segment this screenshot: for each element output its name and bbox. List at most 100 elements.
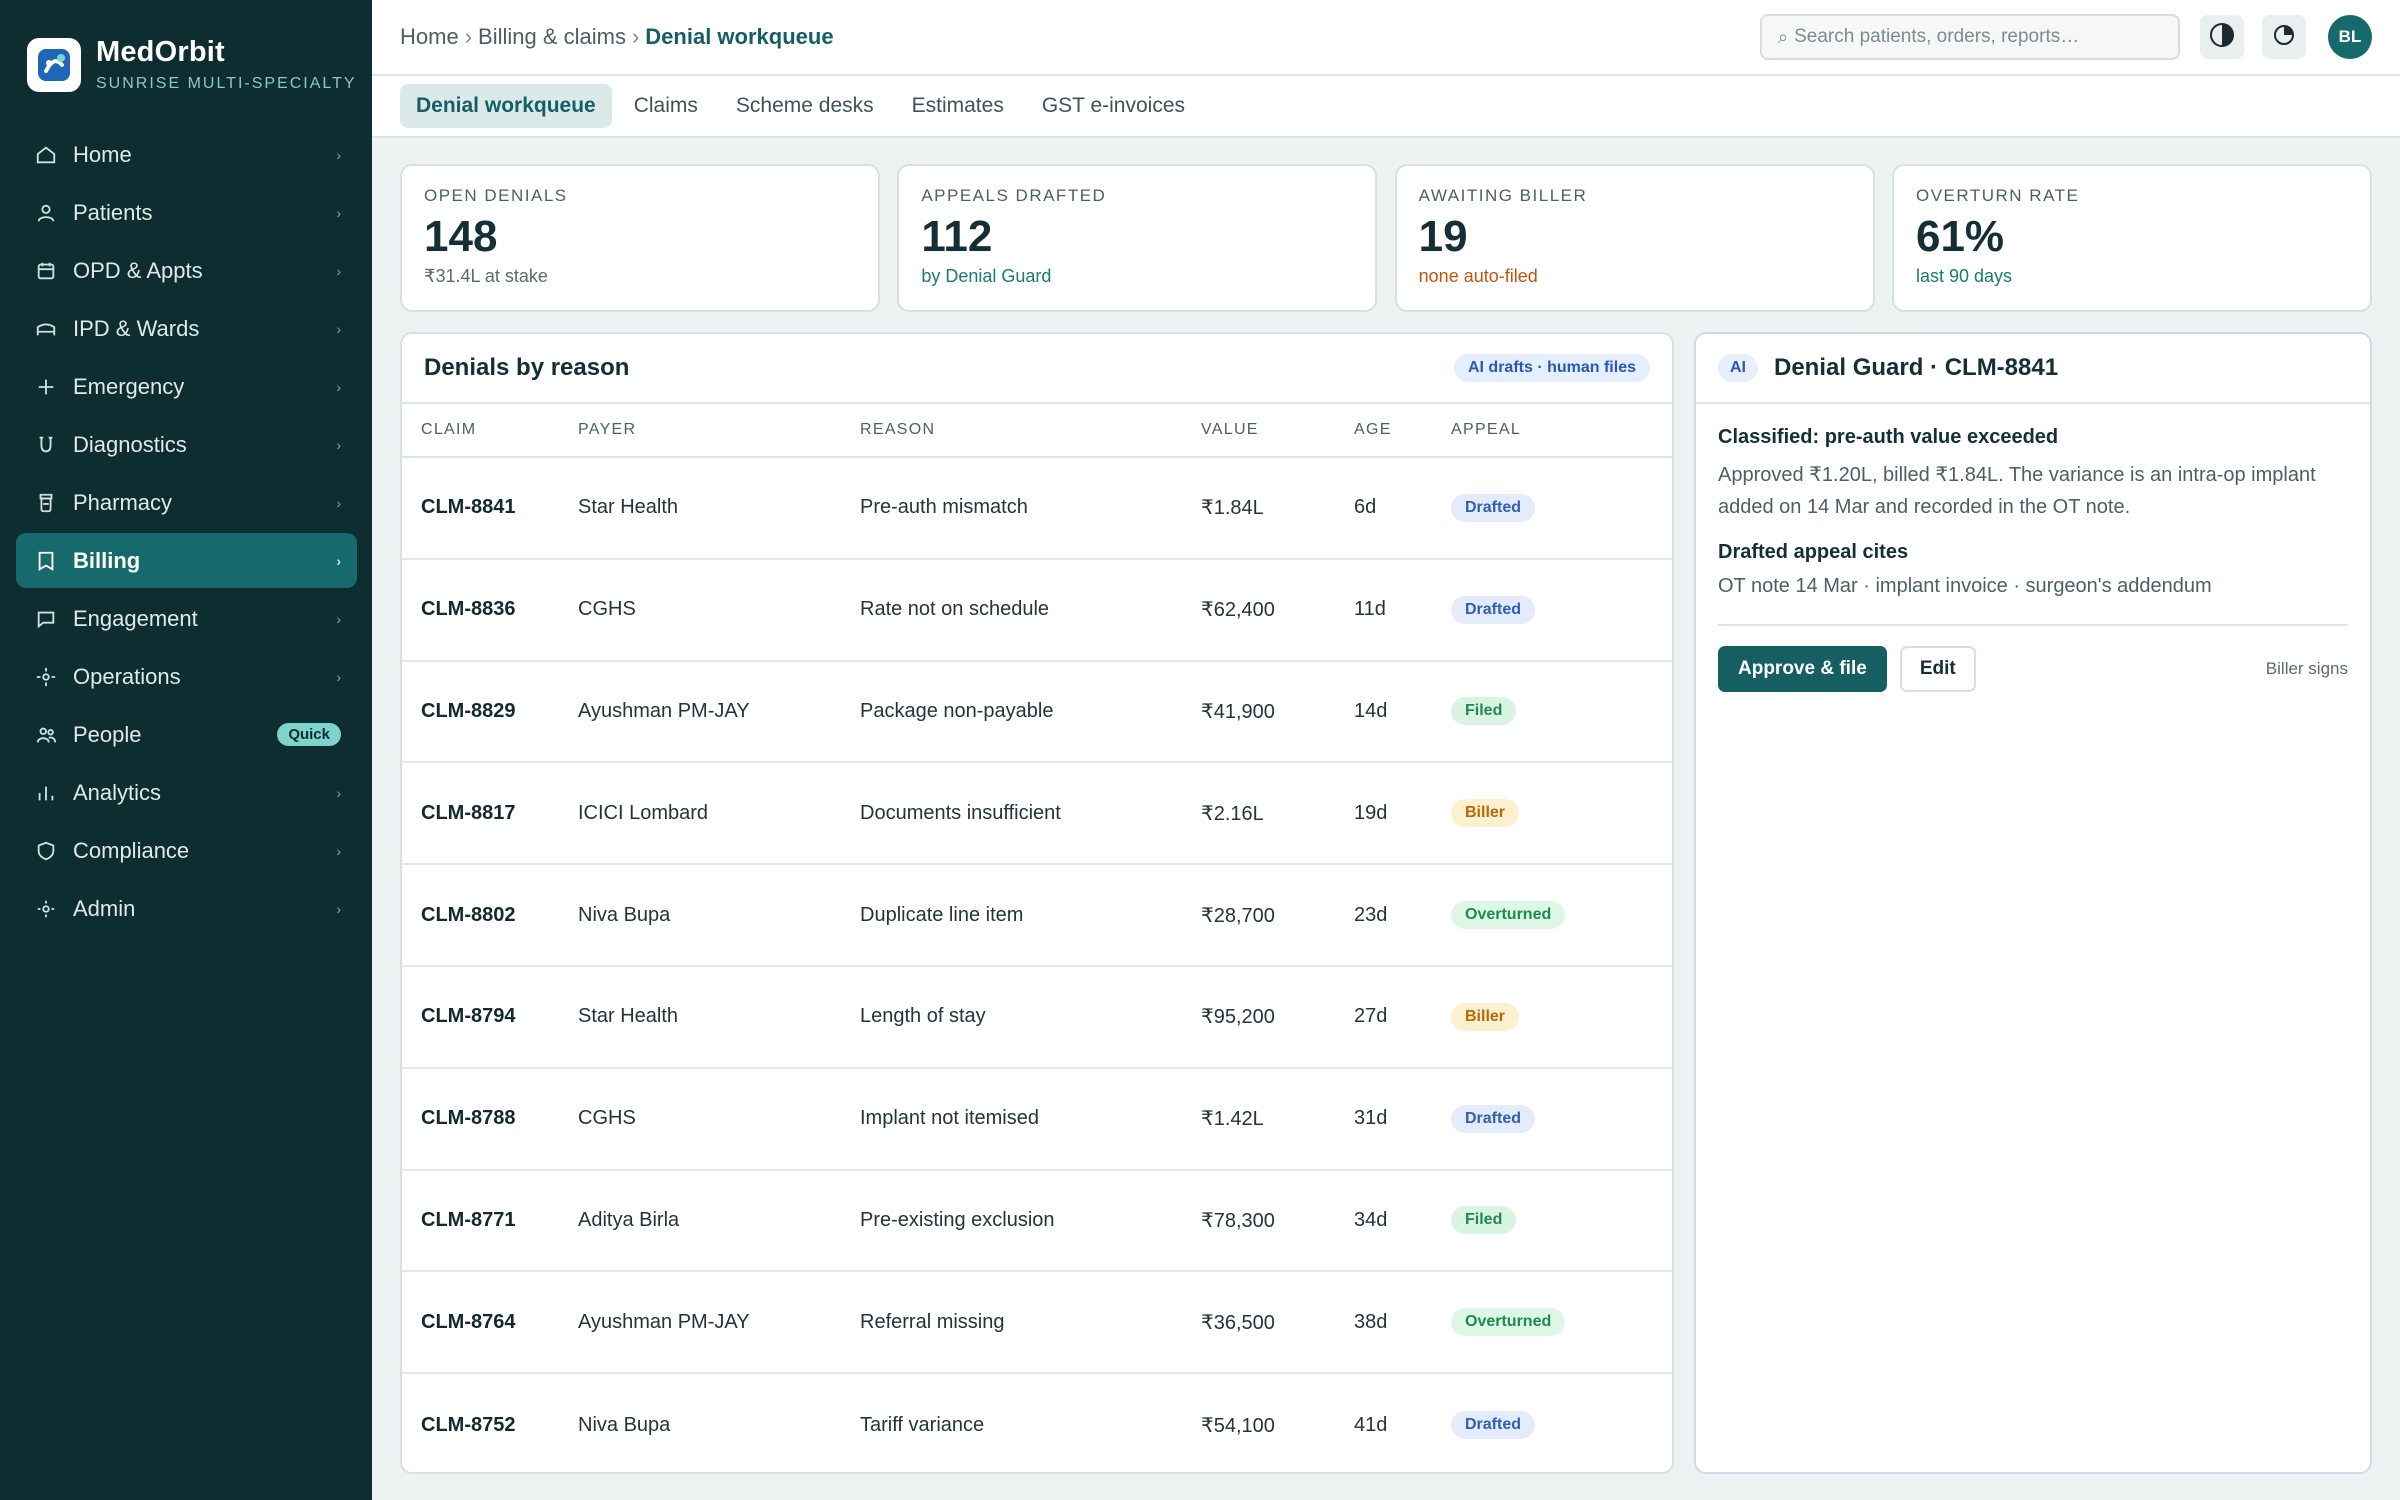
table-row[interactable]: CLM-8788 CGHS Implant not itemised ₹1.42… [402, 1069, 1672, 1171]
column-header-appeal[interactable]: APPEAL [1451, 421, 1522, 438]
sidebar-item-pharmacy[interactable]: Pharmacy › [16, 475, 357, 530]
value: ₹36,500 [1201, 1311, 1275, 1334]
people-icon [33, 722, 59, 748]
value: ₹62,400 [1201, 599, 1275, 622]
sidebar-item-admin[interactable]: Admin › [16, 881, 357, 936]
column-header-reason[interactable]: REASON [860, 421, 936, 438]
sidebar-item-people[interactable]: People Quick [16, 707, 357, 762]
table-row[interactable]: CLM-8802 Niva Bupa Duplicate line item ₹… [402, 865, 1672, 967]
home-icon [33, 142, 59, 168]
contrast-icon [2209, 22, 2235, 53]
tab-estimates[interactable]: Estimates [911, 94, 1004, 117]
table-row[interactable]: CLM-8836 CGHS Rate not on schedule ₹62,4… [402, 560, 1672, 662]
sidebar-item-analytics[interactable]: Analytics › [16, 765, 357, 820]
brand[interactable]: MedOrbit SUNRISE MULTI-SPECIALTY [27, 36, 357, 93]
search-icon: ⌕ [1778, 26, 1789, 47]
top-bar: Home › Billing & claims › Denial workqueue ⌕… [372, 0, 2400, 76]
value: ₹1.84L [1201, 497, 1264, 520]
table-row[interactable]: CLM-8841 Star Health Pre-auth mismatch ₹… [402, 458, 1672, 560]
age: 31d [1354, 1107, 1388, 1130]
search-input[interactable]: ⌕ Search patients, orders, reports… [1760, 14, 2180, 60]
reason: Pre-existing exclusion [860, 1208, 1055, 1231]
avatar[interactable]: BL [2328, 15, 2372, 59]
age: 41d [1354, 1413, 1388, 1436]
table-header: CLAIM PAYER REASON VALUE AGE APPEAL [402, 404, 1672, 458]
table-row[interactable]: CLM-8829 Ayushman PM-JAY Package non-pay… [402, 662, 1672, 764]
table-row[interactable]: CLM-8771 Aditya Birla Pre-existing exclu… [402, 1171, 1672, 1273]
sidebar-item-label: Admin [73, 895, 136, 921]
sidebar-item-label: Emergency [73, 373, 185, 399]
settings-icon [33, 896, 59, 922]
kpi-awaiting-biller[interactable]: AWAITING BILLER 19 none auto-filed [1394, 164, 1875, 312]
chevron-right-icon: › [336, 552, 341, 569]
value: ₹78,300 [1201, 1209, 1275, 1232]
value: ₹54,100 [1201, 1414, 1275, 1437]
tab-list: Denial workqueue Claims Scheme desks Est… [400, 84, 1207, 128]
age: 34d [1354, 1208, 1388, 1231]
pill-bottle-icon [33, 490, 59, 516]
kpi-overturn-rate[interactable]: OVERTURN RATE 61% last 90 days [1891, 164, 2372, 312]
column-header-value[interactable]: VALUE [1201, 421, 1259, 438]
column-header-payer[interactable]: PAYER [578, 421, 637, 438]
age: 6d [1354, 496, 1377, 519]
sidebar-item-compliance[interactable]: Compliance › [16, 823, 357, 878]
table-row[interactable]: CLM-8817 ICICI Lombard Documents insuffi… [402, 763, 1672, 866]
tab-scheme-desks[interactable]: Scheme desks [735, 94, 874, 117]
claim-id: CLM-8764 [421, 1310, 516, 1333]
kpi-subtext: last 90 days [1915, 266, 2013, 286]
breadcrumb-billing[interactable]: Billing & claims [478, 24, 626, 49]
reason: Package non-payable [860, 699, 1054, 722]
sidebar-item-home[interactable]: Home › [16, 127, 357, 182]
approve-file-button[interactable]: Approve & file [1718, 646, 1887, 692]
kpi-label: OPEN DENIALS [424, 186, 568, 205]
shield-icon [33, 838, 59, 864]
activity-button[interactable] [2262, 15, 2306, 59]
kpi-subtext: ₹31.4L at stake [424, 266, 548, 286]
table-row[interactable]: CLM-8794 Star Health Length of stay ₹95,… [402, 967, 1672, 1069]
sidebar-item-diagnostics[interactable]: Diagnostics › [16, 417, 357, 472]
sidebar-item-billing[interactable]: Billing › [16, 533, 357, 588]
breadcrumb: Home › Billing & claims › Denial workqueue [400, 24, 834, 50]
panel-body: Classified: pre-auth value exceeded Appr… [1696, 404, 2370, 692]
quick-badge[interactable]: Quick [277, 723, 341, 746]
column-header-age[interactable]: AGE [1354, 421, 1392, 438]
reason: Length of stay [860, 1005, 986, 1028]
table-row[interactable]: CLM-8752 Niva Bupa Tariff variance ₹54,1… [402, 1374, 1672, 1472]
kpi-open-denials[interactable]: OPEN DENIALS 148 ₹31.4L at stake [400, 164, 880, 312]
sidebar-item-label: People [73, 721, 142, 747]
ai-drafts-pill: AI drafts · human files [1453, 354, 1650, 382]
breadcrumb-separator: › [464, 24, 473, 49]
sidebar-item-patients[interactable]: Patients › [16, 185, 357, 240]
contrast-toggle-button[interactable] [2200, 15, 2244, 59]
reason: Rate not on schedule [860, 598, 1050, 621]
appeal-status-badge: Drafted [1451, 493, 1536, 522]
tab-claims[interactable]: Claims [633, 94, 698, 117]
sidebar-item-label: Analytics [73, 779, 162, 805]
value: ₹41,900 [1201, 700, 1275, 723]
appeal-cites-list: OT note 14 Mar · implant invoice · surge… [1718, 575, 2212, 597]
chevron-right-icon: › [336, 900, 341, 917]
table-row[interactable]: CLM-8764 Ayushman PM-JAY Referral missin… [402, 1272, 1672, 1375]
reason: Duplicate line item [860, 903, 1024, 926]
kpi-appeals-drafted[interactable]: APPEALS DRAFTED 112 by Denial Guard [897, 164, 1378, 312]
breadcrumb-separator: › [631, 24, 640, 49]
sidebar-item-emergency[interactable]: Emergency › [16, 359, 357, 414]
panel-header: AI Denial Guard · CLM-8841 [1696, 334, 2370, 404]
classification-explanation: Approved ₹1.20L, billed ₹1.84L. The vari… [1718, 464, 2316, 518]
appeal-status-badge: Overturned [1451, 901, 1566, 930]
sidebar-item-ipd-wards[interactable]: IPD & Wards › [16, 301, 357, 356]
sidebar-item-opd-appts[interactable]: OPD & Appts › [16, 243, 357, 298]
age: 14d [1354, 699, 1388, 722]
edit-button[interactable]: Edit [1899, 646, 1976, 692]
sidebar-item-operations[interactable]: Operations › [16, 649, 357, 704]
kpi-value: 148 [424, 212, 498, 261]
payer: CGHS [578, 1107, 636, 1130]
tab-gst-e-invoices[interactable]: GST e-invoices [1041, 94, 1185, 117]
calendar-icon [33, 258, 59, 284]
ai-tag: AI [1718, 354, 1758, 382]
appeal-status-badge: Drafted [1451, 1411, 1536, 1440]
column-header-claim[interactable]: CLAIM [421, 421, 477, 438]
breadcrumb-home[interactable]: Home [400, 24, 459, 49]
sidebar-item-engagement[interactable]: Engagement › [16, 591, 357, 646]
tab-denial-workqueue[interactable]: Denial workqueue [400, 84, 612, 128]
